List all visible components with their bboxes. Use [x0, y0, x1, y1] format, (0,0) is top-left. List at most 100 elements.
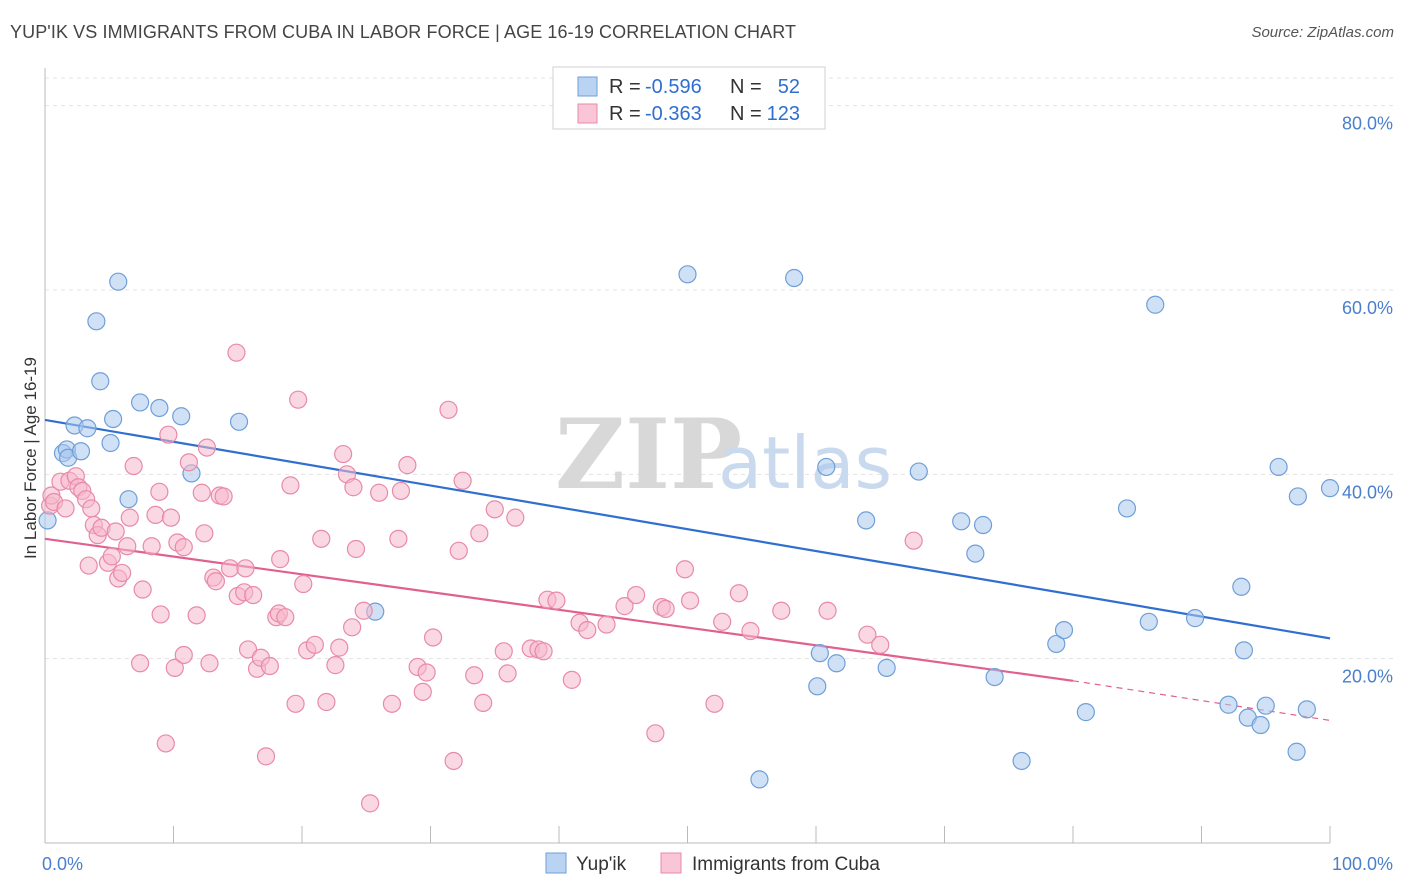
- point-cuba: [276, 608, 295, 627]
- point-yupik: [1297, 700, 1316, 719]
- point-cuba: [675, 560, 695, 579]
- point-cuba: [130, 654, 150, 673]
- point-yupik: [1251, 715, 1270, 735]
- point-cuba: [271, 550, 290, 569]
- point-yupik: [1320, 479, 1340, 498]
- point-cuba: [106, 522, 125, 541]
- y-tick-label: 60.0%: [1342, 298, 1393, 318]
- point-cuba: [256, 747, 276, 766]
- point-cuba: [389, 529, 408, 548]
- point-cuba: [470, 524, 489, 543]
- legend-r-label-cuba: R =: [609, 103, 641, 125]
- point-cuba: [656, 599, 675, 618]
- trend-line-cuba-dashed: [1072, 680, 1331, 722]
- legend-n-value-yupik: 52: [778, 76, 800, 98]
- point-cuba: [343, 618, 362, 637]
- point-cuba: [547, 591, 566, 610]
- point-cuba: [286, 694, 305, 713]
- point-cuba: [174, 538, 193, 557]
- point-cuba: [124, 456, 143, 476]
- point-cuba: [534, 642, 553, 661]
- point-cuba: [214, 487, 233, 506]
- point-yupik: [827, 654, 846, 673]
- point-cuba: [159, 425, 178, 444]
- point-cuba: [391, 481, 411, 501]
- y-tick-label: 40.0%: [1342, 482, 1393, 502]
- x-tick-label: 0.0%: [42, 854, 83, 874]
- point-cuba: [151, 605, 170, 624]
- point-cuba: [346, 539, 366, 559]
- point-cuba: [236, 559, 255, 578]
- point-yupik: [817, 457, 836, 477]
- point-cuba: [289, 390, 308, 409]
- point-cuba: [174, 645, 193, 665]
- point-cuba: [82, 499, 101, 518]
- point-yupik: [1219, 695, 1238, 714]
- point-cuba: [112, 563, 132, 583]
- point-yupik: [1012, 751, 1031, 771]
- legend-r-value-cuba: -0.363: [645, 103, 702, 125]
- point-yupik: [909, 462, 928, 481]
- point-cuba: [354, 601, 373, 620]
- point-cuba: [646, 724, 665, 743]
- y-tick-label: 20.0%: [1342, 667, 1393, 687]
- y-tick-label: 80.0%: [1342, 114, 1393, 134]
- point-cuba: [370, 483, 389, 502]
- source-note: Source: ZipAtlas.com: [1251, 24, 1394, 41]
- point-cuba: [344, 478, 363, 497]
- bottom-legend-swatch-cuba: [660, 852, 682, 874]
- point-cuba: [597, 615, 616, 634]
- point-cuba: [220, 559, 240, 578]
- point-yupik: [109, 272, 128, 291]
- point-cuba: [326, 656, 345, 675]
- point-cuba: [206, 572, 226, 591]
- point-cuba: [423, 628, 443, 647]
- point-cuba: [56, 499, 75, 518]
- point-cuba: [102, 547, 121, 566]
- point-yupik: [1076, 703, 1095, 722]
- bottom-legend-label-yupik: Yup'ik: [576, 854, 627, 875]
- point-cuba: [465, 666, 484, 685]
- point-yupik: [150, 398, 169, 418]
- point-cuba: [227, 343, 246, 362]
- point-yupik: [877, 658, 896, 677]
- legend-swatch-yupik: [577, 76, 598, 97]
- point-cuba: [562, 670, 581, 689]
- point-yupik: [810, 644, 829, 663]
- point-cuba: [260, 656, 279, 676]
- point-cuba: [444, 751, 463, 771]
- y-tick-labels: 20.0% 40.0% 60.0% 80.0%: [1342, 114, 1393, 687]
- point-cuba: [330, 638, 349, 657]
- point-yupik: [38, 511, 57, 530]
- point-yupik: [1288, 487, 1307, 506]
- point-cuba: [417, 663, 436, 682]
- x-tick-label: 100.0%: [1332, 854, 1393, 874]
- point-cuba: [146, 505, 165, 524]
- legend-n-label-yupik: N =: [730, 76, 762, 98]
- point-yupik: [1185, 609, 1205, 628]
- point-cuba: [680, 591, 700, 610]
- legend-swatch-cuba: [577, 103, 598, 124]
- point-cuba: [871, 635, 890, 654]
- point-yupik: [87, 312, 106, 331]
- watermark: ZIP atlas: [555, 398, 892, 511]
- point-yupik: [1234, 641, 1254, 660]
- point-yupik: [71, 442, 91, 461]
- bottom-legend-label-cuba: Immigrants from Cuba: [692, 854, 880, 875]
- point-cuba: [382, 694, 402, 713]
- point-cuba: [317, 692, 336, 712]
- point-cuba: [238, 640, 258, 659]
- point-cuba: [439, 400, 458, 419]
- point-yupik: [172, 407, 191, 426]
- point-yupik: [1269, 457, 1288, 477]
- point-yupik: [229, 412, 249, 431]
- point-yupik: [1117, 499, 1137, 518]
- point-yupik: [1256, 696, 1275, 715]
- point-yupik: [857, 511, 876, 530]
- point-cuba: [312, 529, 331, 548]
- point-cuba: [192, 483, 211, 502]
- point-cuba: [197, 438, 217, 457]
- point-yupik: [1054, 620, 1074, 640]
- point-cuba: [453, 471, 472, 490]
- point-cuba: [179, 453, 199, 472]
